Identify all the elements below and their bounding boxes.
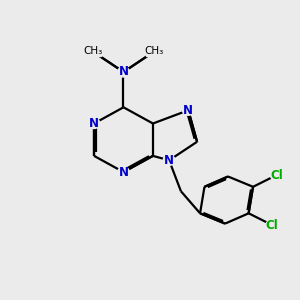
Text: Cl: Cl: [266, 219, 279, 232]
Text: Cl: Cl: [270, 169, 283, 182]
Text: CH₃: CH₃: [145, 46, 164, 56]
Text: CH₃: CH₃: [83, 46, 102, 56]
Text: N: N: [164, 154, 174, 167]
Text: N: N: [118, 65, 128, 79]
Ellipse shape: [88, 118, 100, 128]
Ellipse shape: [118, 67, 129, 77]
Ellipse shape: [182, 105, 194, 115]
Ellipse shape: [266, 220, 279, 230]
Ellipse shape: [118, 167, 129, 177]
Text: N: N: [183, 104, 193, 117]
Text: N: N: [89, 117, 99, 130]
Text: N: N: [118, 166, 128, 178]
Ellipse shape: [163, 155, 175, 165]
FancyBboxPatch shape: [146, 46, 163, 56]
Ellipse shape: [270, 170, 283, 180]
FancyBboxPatch shape: [84, 46, 101, 56]
